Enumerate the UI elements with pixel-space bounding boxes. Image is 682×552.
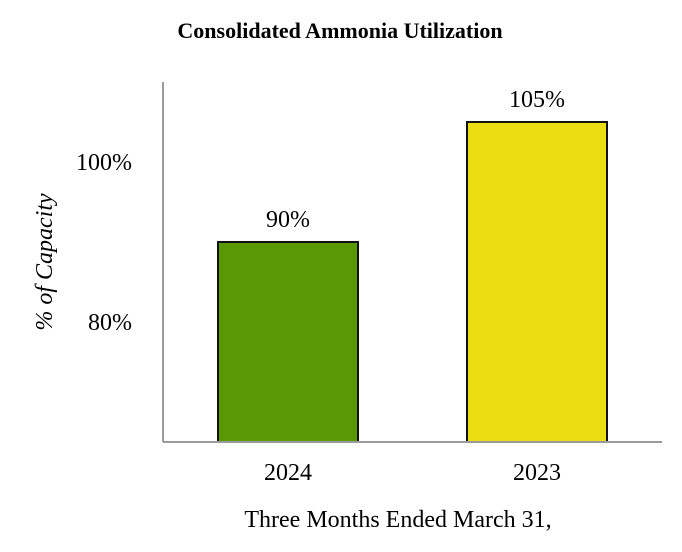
bar-2023 bbox=[466, 121, 608, 443]
y-tick-label: 100% bbox=[76, 150, 132, 176]
chart-title: Consolidated Ammonia Utilization bbox=[177, 18, 502, 43]
x-tick-label: 2024 bbox=[264, 460, 312, 486]
data-label: 105% bbox=[509, 87, 565, 113]
y-axis-label: % of Capacity bbox=[32, 193, 58, 331]
x-tick-label: 2023 bbox=[513, 460, 561, 486]
x-axis-label: Three Months Ended March 31, bbox=[244, 507, 551, 533]
y-tick-label: 80% bbox=[88, 310, 132, 336]
bar-2024 bbox=[217, 241, 359, 443]
data-label: 90% bbox=[266, 207, 310, 233]
